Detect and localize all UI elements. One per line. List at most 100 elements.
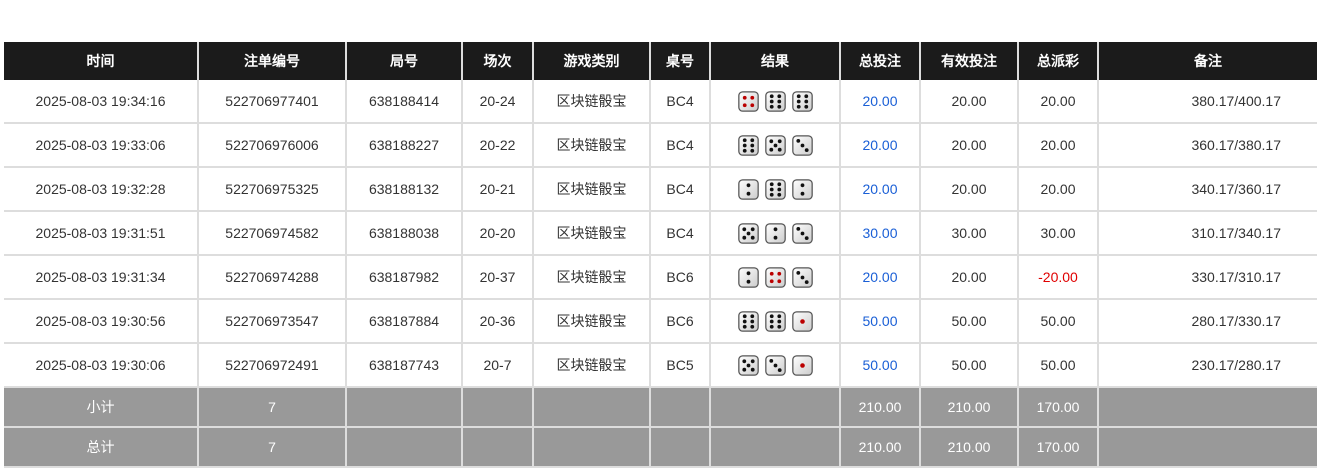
cell-table: BC6	[650, 255, 711, 300]
cell-game: 区块链骰宝	[533, 80, 651, 124]
cell-note: 360.17/380.17	[1098, 123, 1317, 168]
cell-game: 区块链骰宝	[533, 211, 651, 256]
cell-time: 2025-08-03 19:30:06	[4, 343, 199, 388]
cell-time: 2025-08-03 19:33:06	[4, 123, 199, 168]
cell-note: 340.17/360.17	[1098, 167, 1317, 212]
cell-time: 2025-08-03 19:34:16	[4, 80, 199, 124]
total-payout: 170.00	[1018, 427, 1099, 468]
subtotal-row: 小计 7 210.00 210.00 170.00	[4, 387, 1317, 428]
cell-round: 638187743	[346, 343, 463, 388]
cell-bet[interactable]: 20.00	[840, 123, 921, 168]
cell-round: 638188132	[346, 167, 463, 212]
cell-note: 230.17/280.17	[1098, 343, 1317, 388]
column-header: 结果	[710, 42, 841, 80]
cell-round: 638187884	[346, 299, 463, 344]
die-face-3-icon	[791, 134, 813, 156]
cell-round: 638188038	[346, 211, 463, 256]
cell-time: 2025-08-03 19:32:28	[4, 167, 199, 212]
cell-game: 区块链骰宝	[533, 123, 651, 168]
cell-table: BC4	[650, 80, 711, 124]
cell-round: 638188227	[346, 123, 463, 168]
die-face-2-icon	[791, 178, 813, 200]
column-header: 注单编号	[198, 42, 347, 80]
table-row: 2025-08-03 19:32:28 522706975325 638188132…	[4, 167, 1317, 212]
cell-time: 2025-08-03 19:30:56	[4, 299, 199, 344]
subtotal-payout: 170.00	[1018, 387, 1099, 428]
table-row: 2025-08-03 19:31:51 522706974582 638188038…	[4, 211, 1317, 256]
cell-table: BC4	[650, 167, 711, 212]
table-row: 2025-08-03 19:30:56 522706973547 638187884…	[4, 299, 1317, 344]
cell-payout: 20.00	[1018, 167, 1099, 212]
cell-bet[interactable]: 20.00	[840, 255, 921, 300]
table-row: 2025-08-03 19:34:16 522706977401 638188414…	[4, 80, 1317, 124]
cell-bet[interactable]: 50.00	[840, 343, 921, 388]
cell-game: 区块链骰宝	[533, 299, 651, 344]
die-face-3-icon	[764, 354, 786, 376]
cell-result	[710, 123, 841, 168]
column-header: 场次	[462, 42, 534, 80]
cell-session: 20-20	[462, 211, 534, 256]
column-header: 桌号	[650, 42, 711, 80]
column-header: 时间	[4, 42, 199, 80]
column-header: 总派彩	[1018, 42, 1099, 80]
table-row: 2025-08-03 19:33:06 522706976006 638188227…	[4, 123, 1317, 168]
cell-result	[710, 255, 841, 300]
cell-session: 20-36	[462, 299, 534, 344]
cell-bet[interactable]: 20.00	[840, 80, 921, 124]
die-face-1-icon	[791, 354, 813, 376]
column-header: 备注	[1098, 42, 1317, 80]
cell-result	[710, 167, 841, 212]
die-face-2-icon	[737, 178, 759, 200]
cell-payout: 20.00	[1018, 123, 1099, 168]
die-face-3-icon	[791, 266, 813, 288]
cell-time: 2025-08-03 19:31:34	[4, 255, 199, 300]
cell-bet[interactable]: 50.00	[840, 299, 921, 344]
table-row: 2025-08-03 19:31:34 522706974288 638187982…	[4, 255, 1317, 300]
cell-payout: 50.00	[1018, 343, 1099, 388]
cell-result	[710, 343, 841, 388]
cell-payout: 50.00	[1018, 299, 1099, 344]
cell-order: 522706972491	[198, 343, 347, 388]
cell-bet[interactable]: 20.00	[840, 167, 921, 212]
column-header: 游戏类别	[533, 42, 651, 80]
cell-order: 522706975325	[198, 167, 347, 212]
cell-round: 638188414	[346, 80, 463, 124]
cell-valid: 50.00	[920, 299, 1019, 344]
die-face-6-icon	[764, 178, 786, 200]
die-face-6-icon	[764, 310, 786, 332]
cell-session: 20-37	[462, 255, 534, 300]
cell-payout: 20.00	[1018, 80, 1099, 124]
die-face-5-icon	[737, 354, 759, 376]
cell-table: BC6	[650, 299, 711, 344]
subtotal-count: 7	[198, 387, 347, 428]
cell-valid: 20.00	[920, 123, 1019, 168]
cell-session: 20-21	[462, 167, 534, 212]
table-header: 时间 注单编号 局号 场次 游戏类别 桌号 结果 总投注 有效投注 总派彩 备注	[4, 42, 1317, 80]
cell-session: 20-7	[462, 343, 534, 388]
total-count: 7	[198, 427, 347, 468]
cell-order: 522706974288	[198, 255, 347, 300]
cell-valid: 30.00	[920, 211, 1019, 256]
cell-result	[710, 299, 841, 344]
cell-session: 20-24	[462, 80, 534, 124]
cell-note: 280.17/330.17	[1098, 299, 1317, 344]
die-face-3-icon	[791, 222, 813, 244]
die-face-2-icon	[737, 266, 759, 288]
cell-payout: 30.00	[1018, 211, 1099, 256]
cell-order: 522706977401	[198, 80, 347, 124]
cell-result	[710, 80, 841, 124]
cell-time: 2025-08-03 19:31:51	[4, 211, 199, 256]
column-header: 有效投注	[920, 42, 1019, 80]
die-face-4-icon	[764, 266, 786, 288]
die-face-4-icon	[737, 90, 759, 112]
total-bet: 210.00	[840, 427, 921, 468]
cell-valid: 50.00	[920, 343, 1019, 388]
column-header: 局号	[346, 42, 463, 80]
cell-game: 区块链骰宝	[533, 343, 651, 388]
die-face-6-icon	[791, 90, 813, 112]
die-face-5-icon	[737, 222, 759, 244]
cell-bet[interactable]: 30.00	[840, 211, 921, 256]
die-face-6-icon	[737, 310, 759, 332]
dice-result	[737, 178, 813, 200]
subtotal-bet: 210.00	[840, 387, 921, 428]
